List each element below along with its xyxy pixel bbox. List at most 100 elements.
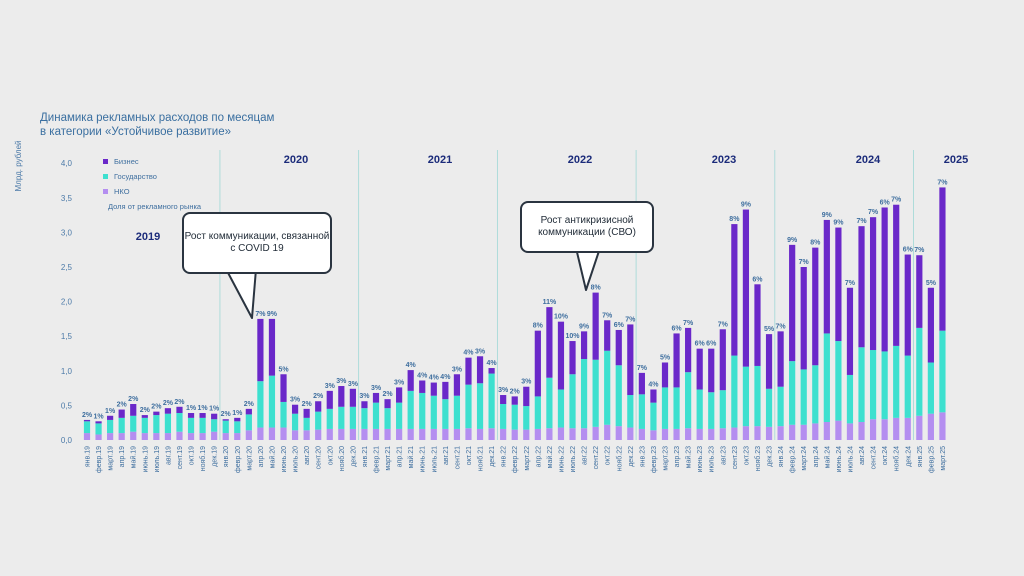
x-tick-label: июль.19 [154,446,161,473]
x-tick-label: июль.23 [709,446,716,473]
bar-business [465,357,472,385]
x-tick-label: май.19 [130,446,138,468]
x-tick-label: февр.21 [374,446,381,473]
bar-government [419,392,426,429]
share-label: 8% [533,323,544,330]
share-label: 5% [926,280,937,287]
bar-nko [789,424,796,440]
bar-government [349,406,356,429]
bar-business [419,380,426,393]
bar-business [846,287,854,375]
bar-business [765,334,773,389]
share-label: 6% [752,276,763,283]
share-label: 1% [232,410,243,417]
bar-business [95,421,102,424]
bar-government [893,345,900,418]
share-label: 4% [487,360,498,367]
share-label: 3% [371,385,382,392]
share-label: 7% [914,247,925,254]
x-tick-label: июнь.22 [558,446,565,473]
bar-business [881,207,888,352]
bar-government [187,417,195,434]
share-label: 7% [845,280,856,287]
legend-nko-swatch [103,189,108,194]
share-label: 2% [174,399,185,406]
bar-business [904,254,911,356]
bar-business [187,413,195,418]
share-label: 8% [810,240,821,247]
bar-government [823,333,830,423]
callout-covid: Рост коммуникации, связанной с COVID 19 [182,212,332,274]
bar-nko [176,431,183,440]
bar-government [430,395,437,429]
bar-business [430,382,437,396]
x-tick-label: окт.21 [466,446,473,465]
bar-nko [812,423,819,440]
x-tick-label: нояб.24 [893,446,901,471]
share-label: 7% [856,218,867,225]
bar-nko [742,426,750,440]
x-tick-label: июль.24 [847,446,854,473]
x-tick-label: дек.21 [489,446,496,467]
bar-business [615,329,622,366]
bar-business [141,415,148,418]
bar-nko [615,426,622,440]
bar-nko [315,429,322,440]
share-label: 2% [244,401,255,408]
x-tick-label: июль.22 [570,446,577,473]
bar-nko [580,428,588,440]
bar-business [592,292,599,360]
bar-business [696,348,703,390]
x-tick-label: июнь.24 [836,446,843,473]
x-tick-label: февр.22 [512,446,519,473]
bar-nko [349,428,356,440]
bar-nko [234,433,241,440]
x-tick-label: авг.22 [582,446,589,465]
bar-business [661,362,669,388]
share-label: 1% [209,406,220,413]
x-tick-label: дек.19 [212,446,219,467]
bar-government [569,374,576,429]
bar-business [338,386,345,407]
legend-nko-label: НКО [114,187,130,196]
share-label: 3% [498,387,509,394]
bar-government [164,413,172,434]
share-label: 8% [729,216,740,223]
bar-government [661,387,669,429]
bar-nko [291,430,299,440]
bar-government [511,404,518,430]
legend-business-swatch [103,159,108,164]
bar-nko [546,428,553,440]
callout-svo-text: Рост антикризисной коммуникации (СВО) [538,215,636,238]
share-label: 9% [579,323,590,330]
bar-business [869,217,877,351]
x-tick-label: янв.21 [362,446,369,467]
bar-nko [823,422,830,440]
share-label: 3% [348,381,359,388]
bar-nko [372,428,380,440]
bar-nko [881,419,888,440]
bar-business [280,374,287,402]
bar-nko [569,428,576,440]
bar-business [83,419,91,422]
bar-government [141,417,148,434]
share-label: 7% [602,312,613,319]
share-label: 6% [671,325,682,332]
share-label: 3% [336,378,347,385]
bar-business [800,267,807,370]
bar-business [442,381,449,400]
bar-government [696,389,703,429]
bar-nko [465,428,472,440]
bar-government [777,386,784,427]
bar-nko [257,427,264,440]
year-label: 2024 [856,154,881,166]
bar-government [384,408,391,429]
bar-nko [430,428,437,440]
bar-nko [650,430,657,440]
bar-business [731,224,738,356]
share-label: 3% [521,379,532,386]
x-tick-label: сент.19 [177,446,184,470]
bar-business [476,356,484,384]
bar-nko [927,413,934,440]
callout-covid-text: Рост коммуникации, связанной с COVID 19 [184,231,330,254]
